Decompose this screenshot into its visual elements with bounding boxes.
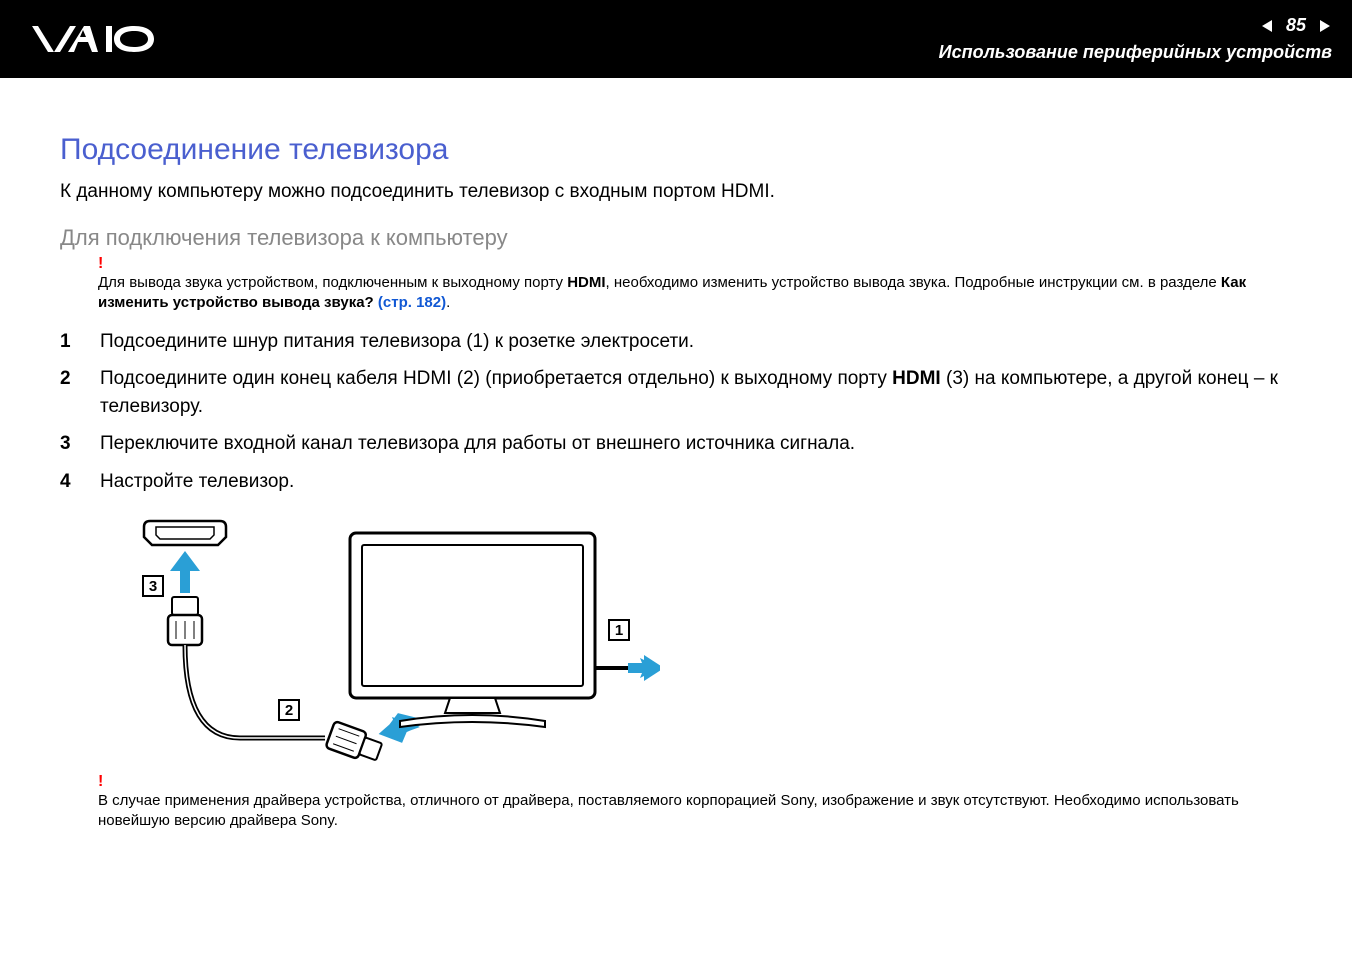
- header-section-title: Использование периферийных устройств: [939, 42, 1332, 63]
- tv-icon: [350, 533, 595, 727]
- step-text: Подсоедините один конец кабеля HDMI (2) …: [100, 365, 1292, 420]
- triangle-right-icon: [1316, 18, 1332, 34]
- diagram-svg: [100, 513, 660, 763]
- warning-text: Для вывода звука устройством, подключенн…: [98, 273, 1292, 314]
- callout-3: 3: [142, 575, 164, 597]
- step-number: 3: [60, 430, 78, 458]
- note-bold1: HDMI: [567, 274, 605, 291]
- bottom-warning-note: ! В случае применения драйвера устройств…: [98, 791, 1292, 832]
- hdmi-port-icon: [144, 521, 226, 545]
- warning-icon: !: [98, 773, 103, 791]
- subheading: Для подключения телевизора к компьютеру: [60, 225, 1292, 251]
- bottom-warning-text: В случае применения драйвера устройства,…: [98, 791, 1292, 832]
- step-text-pre: Подсоедините один конец кабеля HDMI (2) …: [100, 368, 892, 389]
- callout-2: 2: [278, 699, 300, 721]
- step-number: 4: [60, 468, 78, 496]
- step-text-bold: HDMI: [892, 368, 941, 389]
- note-link[interactable]: (стр. 182): [378, 294, 446, 311]
- hdmi-connector-bottom-icon: [325, 721, 383, 763]
- page-content: Подсоединение телевизора К данному компь…: [0, 78, 1352, 832]
- hdmi-connector-top-icon: [168, 597, 202, 645]
- step-text: Настройте телевизор.: [100, 468, 294, 496]
- header-bar: 85 Использование периферийных устройств: [0, 0, 1352, 78]
- step-text: Подсоедините шнур питания телевизора (1)…: [100, 328, 694, 356]
- step-text-pre: Настройте телевизор.: [100, 471, 294, 492]
- page-title: Подсоединение телевизора: [60, 133, 1292, 167]
- connection-diagram: 3 2 1: [100, 513, 660, 763]
- step-item: 4 Настройте телевизор.: [60, 468, 1292, 496]
- warning-note: ! Для вывода звука устройством, подключе…: [98, 273, 1292, 314]
- step-item: 3 Переключите входной канал телевизора д…: [60, 430, 1292, 458]
- step-text-pre: Подсоедините шнур питания телевизора (1)…: [100, 331, 694, 352]
- step-item: 1 Подсоедините шнур питания телевизора (…: [60, 328, 1292, 356]
- steps-list: 1 Подсоедините шнур питания телевизора (…: [60, 328, 1292, 496]
- page-number: 85: [1286, 15, 1306, 36]
- step-item: 2 Подсоедините один конец кабеля HDMI (2…: [60, 365, 1292, 420]
- logo-wrap: [30, 22, 180, 56]
- note-mid: , необходимо изменить устройство вывода …: [606, 274, 1221, 291]
- arrow-up-icon: [170, 551, 200, 593]
- step-number: 1: [60, 328, 78, 356]
- note-tail: .: [446, 294, 450, 311]
- vaio-logo: [30, 22, 180, 56]
- callout-1: 1: [608, 619, 630, 641]
- warning-icon: !: [98, 255, 103, 273]
- header-right: 85 Использование периферийных устройств: [939, 15, 1332, 63]
- page-nav: 85: [1260, 15, 1332, 36]
- nav-prev-button[interactable]: [1260, 18, 1276, 34]
- hdmi-cable-highlight: [185, 645, 325, 738]
- step-text-pre: Переключите входной канал телевизора для…: [100, 433, 855, 454]
- step-number: 2: [60, 365, 78, 420]
- triangle-left-icon: [1260, 18, 1276, 34]
- nav-next-button[interactable]: [1316, 18, 1332, 34]
- step-text: Переключите входной канал телевизора для…: [100, 430, 855, 458]
- arrow-right-icon: [628, 655, 660, 681]
- intro-text: К данному компьютеру можно подсоединить …: [60, 181, 1292, 203]
- note-pre: Для вывода звука устройством, подключенн…: [98, 274, 567, 291]
